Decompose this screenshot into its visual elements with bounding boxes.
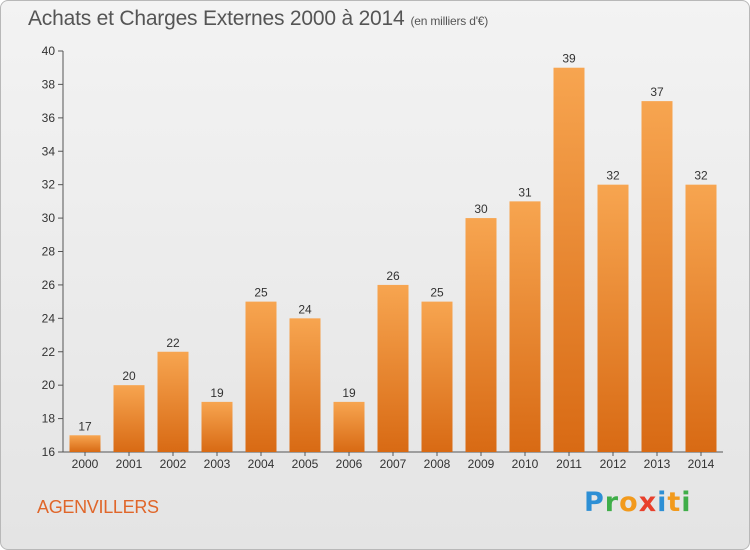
bar-value-label: 19: [210, 386, 224, 400]
bar-value-label: 26: [386, 269, 400, 283]
bar-value-label: 20: [122, 369, 136, 383]
x-tick-label: 2011: [556, 457, 582, 471]
y-tick-label: 36: [42, 111, 56, 125]
logo-letter: x: [638, 487, 658, 518]
x-tick-label: 2009: [468, 457, 495, 471]
y-tick-label: 16: [42, 445, 56, 459]
bar: [245, 301, 277, 452]
chart-title-text: Achats et Charges Externes 2000 à 2014: [28, 7, 405, 30]
logo-letter: t: [667, 487, 682, 518]
bar: [113, 385, 145, 452]
bar: [157, 351, 189, 452]
bar-value-label: 24: [298, 302, 312, 316]
bar-value-label: 30: [474, 202, 488, 216]
x-tick-label: 2003: [204, 457, 231, 471]
bar-value-label: 39: [562, 52, 576, 66]
chart-unit-label: (en milliers d'€): [410, 14, 489, 28]
bar: [597, 184, 629, 452]
y-tick-label: 38: [42, 77, 56, 91]
y-tick-label: 32: [42, 178, 56, 192]
y-tick-label: 34: [42, 144, 56, 158]
x-tick-label: 2012: [600, 457, 627, 471]
x-tick-label: 2002: [160, 457, 187, 471]
bar: [641, 101, 673, 452]
bar: [553, 67, 585, 452]
logo-letter: i: [657, 487, 668, 518]
bar-value-label: 25: [254, 286, 268, 300]
y-tick-label: 20: [42, 378, 56, 392]
x-tick-label: 2014: [688, 457, 715, 471]
bar: [377, 284, 409, 452]
logo-letter: o: [619, 487, 639, 518]
bar-value-label: 25: [430, 286, 444, 300]
bar-value-label: 22: [166, 336, 180, 350]
logo-letter: r: [604, 487, 620, 518]
x-tick-label: 2004: [248, 457, 275, 471]
y-tick-label: 40: [42, 44, 56, 58]
x-tick-label: 2000: [72, 457, 99, 471]
y-tick-label: 28: [42, 245, 56, 259]
bar-value-label: 32: [606, 169, 620, 183]
bar: [69, 435, 101, 452]
y-tick-label: 26: [42, 278, 56, 292]
x-tick-label: 2008: [424, 457, 451, 471]
x-tick-label: 2013: [644, 457, 671, 471]
x-tick-label: 2005: [292, 457, 319, 471]
bar: [201, 401, 233, 452]
x-tick-label: 2010: [512, 457, 539, 471]
bar: [509, 201, 541, 452]
commune-name: AGENVILLERS: [37, 497, 159, 517]
bar-value-label: 32: [694, 169, 708, 183]
bar: [289, 318, 321, 452]
proxiti-logo: Proxiti: [584, 487, 692, 518]
bar: [685, 184, 717, 452]
bar-value-label: 31: [518, 185, 532, 199]
bar: [421, 301, 453, 452]
bar-value-label: 17: [78, 419, 92, 433]
logo-letter: i: [681, 487, 692, 518]
bar-value-label: 19: [342, 386, 356, 400]
x-tick-label: 2007: [380, 457, 407, 471]
bar: [465, 218, 497, 452]
x-tick-label: 2001: [116, 457, 143, 471]
y-tick-label: 30: [42, 211, 56, 225]
y-tick-label: 18: [42, 412, 56, 426]
y-tick-label: 22: [42, 345, 56, 359]
logo-letter: P: [584, 487, 605, 518]
x-tick-label: 2006: [336, 457, 363, 471]
y-tick-label: 24: [42, 311, 56, 325]
bar: [333, 401, 365, 452]
bar-value-label: 37: [650, 85, 664, 99]
chart-title: Achats et Charges Externes 2000 à 2014 (e…: [28, 7, 488, 31]
